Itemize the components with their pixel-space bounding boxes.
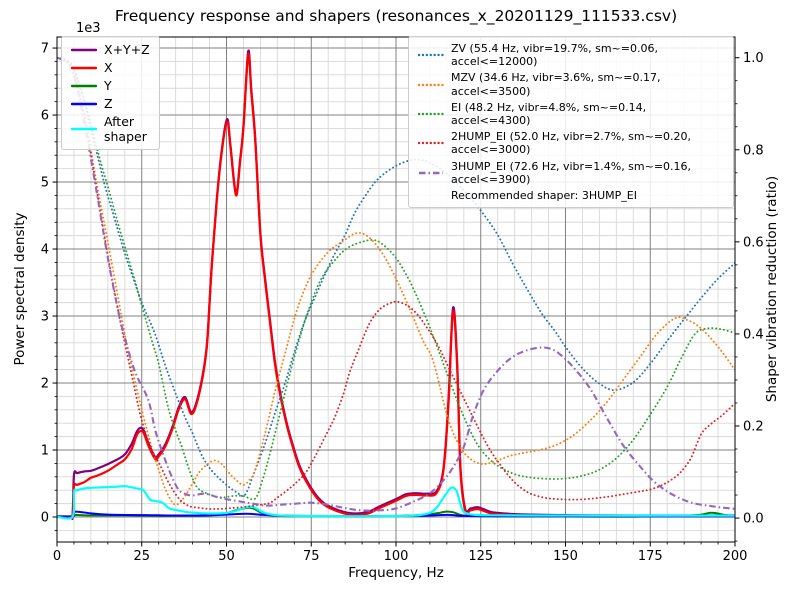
- legend-item-label: After shaper: [104, 114, 147, 144]
- legend-item-label: 2HUMP_EI (52.0 Hz, vibr=2.7%, sm~=0.20, …: [451, 130, 692, 157]
- y-right-tick-label: 0.2: [743, 419, 764, 434]
- x-tick-label: 25: [133, 549, 150, 564]
- y-left-tick-label: 7: [41, 42, 49, 57]
- legend-item: MZV (34.6 Hz, vibr=3.6%, sm~=0.17, accel…: [418, 71, 724, 98]
- series-zv: [57, 56, 735, 498]
- legend-line-swatch: [71, 84, 97, 87]
- legend-line-swatch: [71, 66, 97, 69]
- legend-item: EI (48.2 Hz, vibr=4.8%, sm~=0.14, accel<…: [418, 101, 724, 127]
- x-tick-label: 200: [723, 549, 748, 564]
- x-axis-label: Frequency, Hz: [348, 565, 444, 581]
- y-right-tick-label: 0.0: [743, 512, 764, 527]
- y-left-tick-label: 0: [41, 511, 49, 526]
- legend-item-label: EI (48.2 Hz, vibr=4.8%, sm~=0.14, accel<…: [451, 100, 647, 127]
- series-after-shaper: [57, 485, 735, 520]
- legend-line-swatch: [419, 171, 443, 174]
- legend-item-label: MZV (34.6 Hz, vibr=3.6%, sm~=0.17, accel…: [451, 71, 661, 98]
- legend-line-swatch: [418, 112, 444, 116]
- legend-recommended-note: Recommended shaper: 3HUMP_EI: [451, 188, 637, 202]
- chart-title: Frequency response and shapers (resonanc…: [114, 7, 678, 25]
- series-2hump-ei: [57, 56, 735, 510]
- y-left-tick-label: 6: [41, 109, 49, 124]
- series-ei: [57, 56, 735, 501]
- legend-psd: X+Y+Z X Y Z After shaper: [61, 36, 160, 150]
- y-left-tick-label: 3: [41, 310, 49, 325]
- legend-item: 3HUMP_EI (72.6 Hz, vibr=1.4%, sm~=0.16, …: [418, 160, 724, 186]
- legend-item: X+Y+Z: [71, 42, 150, 57]
- series-x: [57, 52, 735, 520]
- legend-line-swatch: [71, 127, 97, 131]
- y-right-tick-label: 1.0: [743, 51, 764, 66]
- y-right-tick-label: 0.4: [743, 327, 764, 342]
- legend-line-swatch: [71, 48, 97, 51]
- series-z: [57, 510, 735, 519]
- y-left-tick-label: 4: [41, 243, 49, 258]
- legend-line-swatch: [418, 142, 444, 145]
- y-left-tick-label: 2: [41, 377, 49, 392]
- legend-shapers: ZV (55.4 Hz, vibr=19.7%, sm~=0.06, accel…: [408, 36, 734, 208]
- legend-line-swatch: [418, 83, 444, 86]
- legend-item-label: X: [104, 60, 113, 75]
- legend-item: After shaper: [71, 114, 150, 144]
- legend-line-swatch: [418, 53, 444, 57]
- legend-item: ZV (55.4 Hz, vibr=19.7%, sm~=0.06, accel…: [418, 42, 724, 68]
- legend-item: 2HUMP_EI (52.0 Hz, vibr=2.7%, sm~=0.20, …: [418, 130, 724, 156]
- x-tick-label: 0: [53, 549, 61, 564]
- y-left-tick-label: 1: [41, 444, 49, 459]
- x-tick-label: 125: [468, 549, 493, 564]
- x-tick-label: 75: [303, 549, 320, 564]
- y-right-tick-label: 0.8: [743, 143, 764, 158]
- legend-item-label: Y: [104, 78, 112, 93]
- y-left-tick-label: 5: [41, 176, 49, 191]
- y-axis-offset-label: 1e3: [76, 21, 101, 36]
- x-tick-label: 175: [638, 549, 663, 564]
- legend-item-label: X+Y+Z: [104, 42, 150, 57]
- y-right-tick-label: 0.6: [743, 235, 764, 250]
- legend-item-label: ZV (55.4 Hz, vibr=19.7%, sm~=0.06, accel…: [451, 42, 658, 69]
- legend-item-label: 3HUMP_EI (72.6 Hz, vibr=1.4%, sm~=0.16, …: [451, 159, 692, 186]
- legend-item: Y: [71, 78, 150, 93]
- legend-item: Z: [71, 96, 150, 111]
- legend-line-swatch: [71, 102, 97, 105]
- x-tick-label: 150: [553, 549, 578, 564]
- legend-item: X: [71, 60, 150, 75]
- x-tick-label: 100: [384, 549, 409, 564]
- legend-item-label: Z: [104, 96, 113, 111]
- x-tick-label: 50: [218, 549, 235, 564]
- series-3hump-ei: [57, 56, 735, 512]
